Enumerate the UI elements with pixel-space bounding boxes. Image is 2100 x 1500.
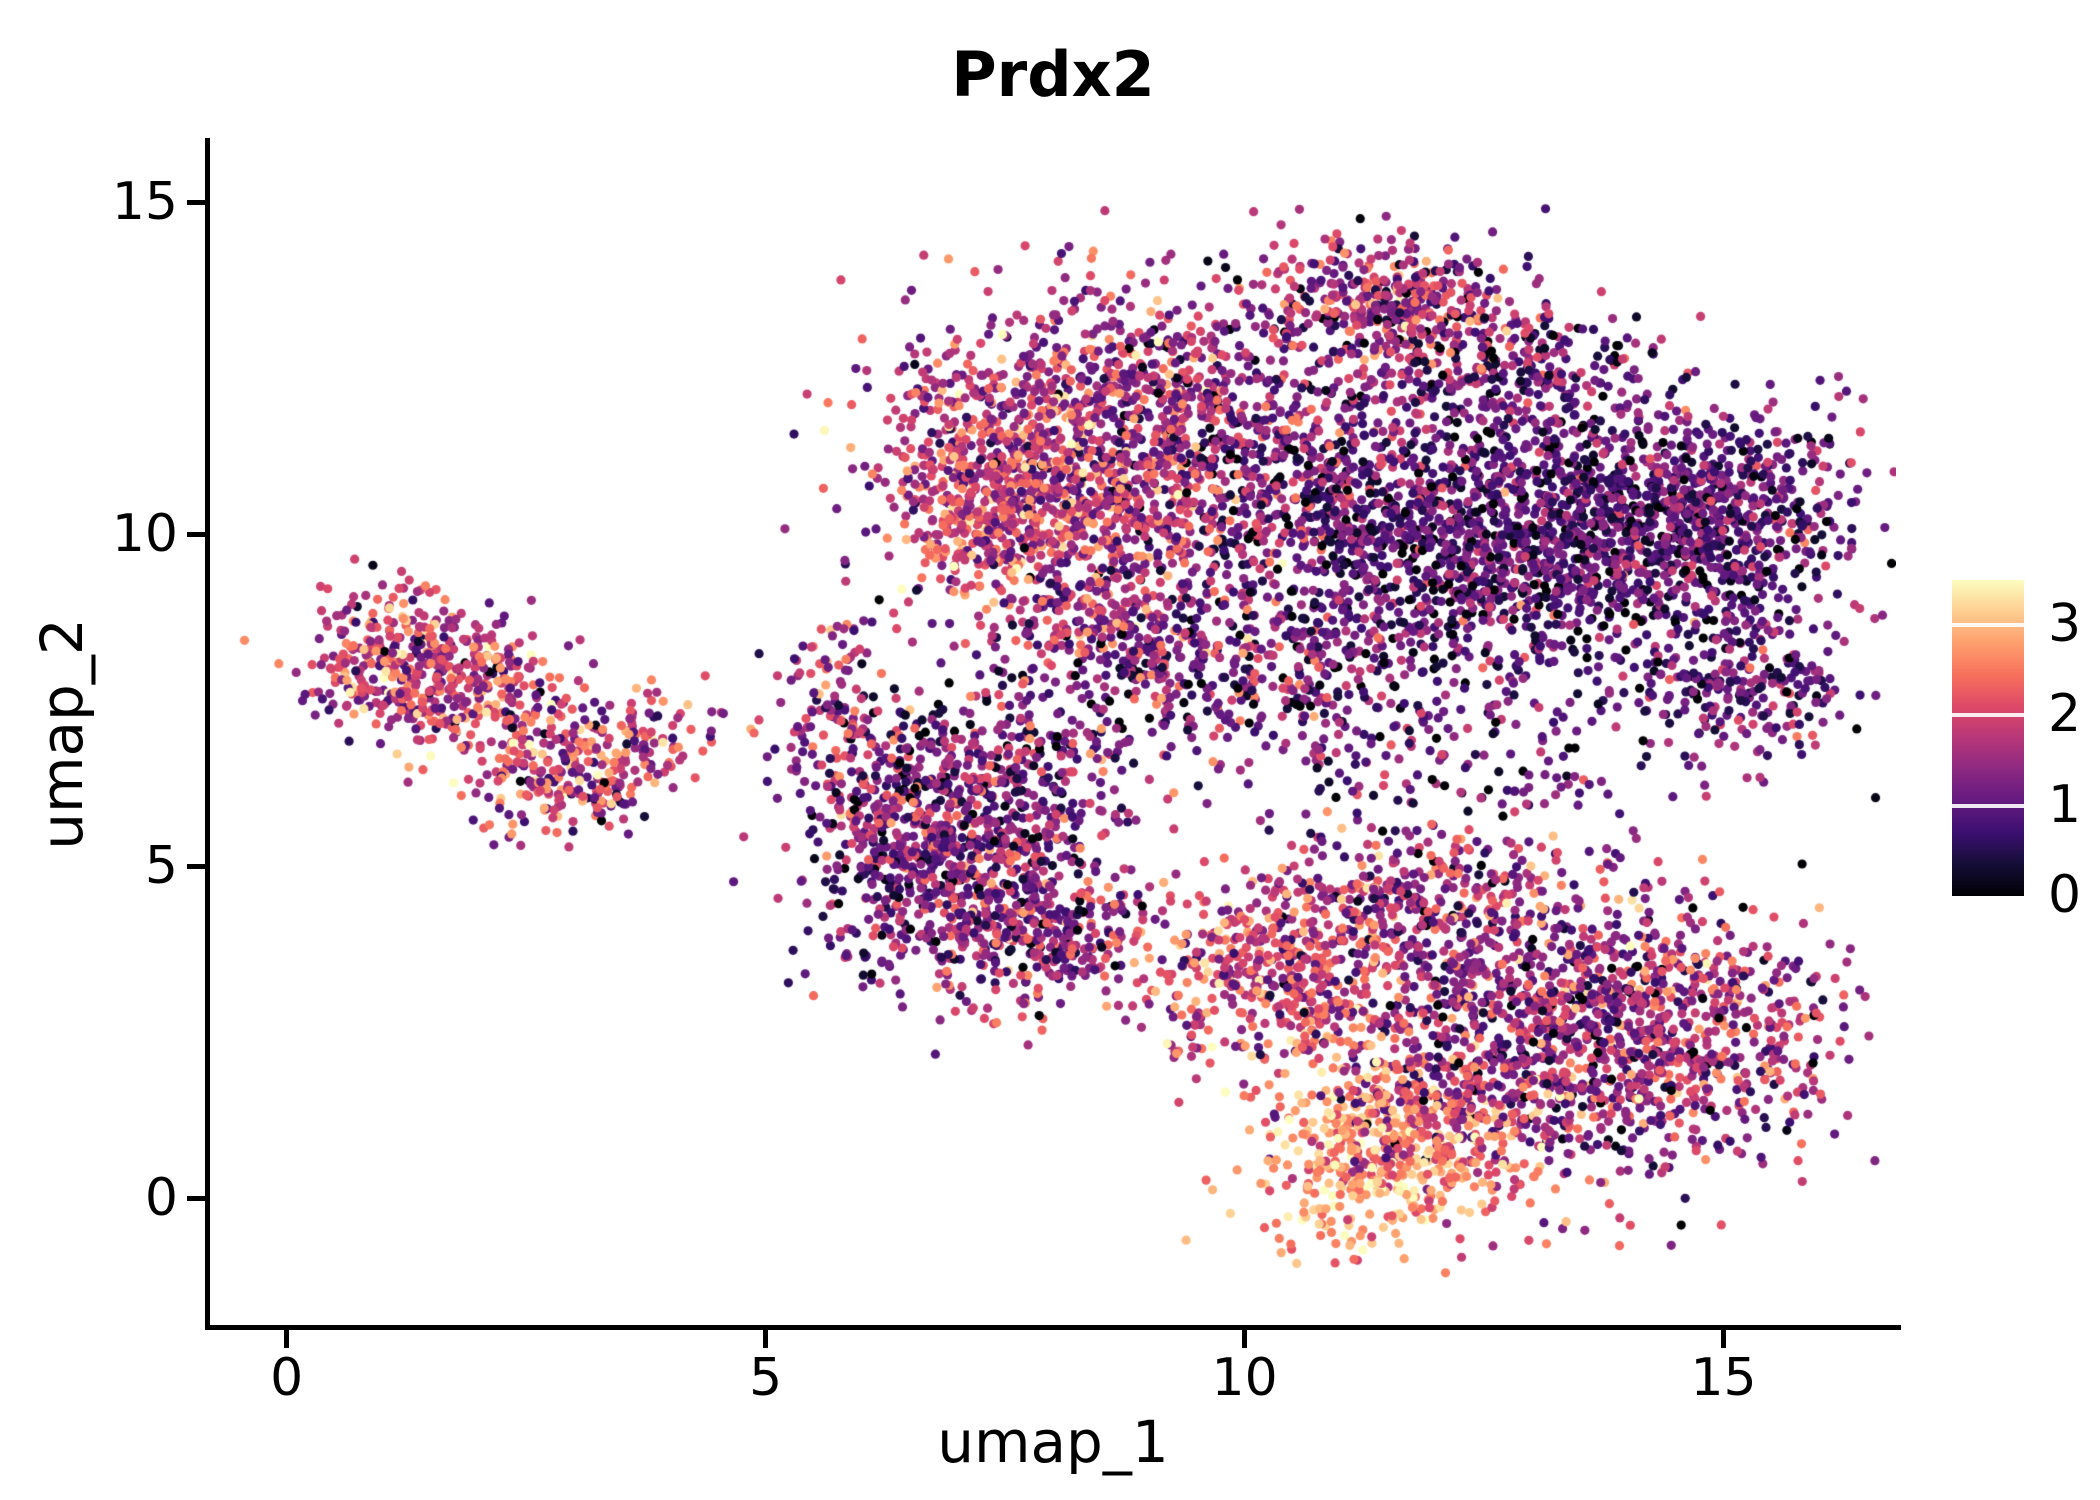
x-tick-mark (284, 1330, 290, 1348)
y-tick-mark (187, 532, 205, 538)
y-tick-mark (187, 864, 205, 870)
colorbar-gradient (1952, 580, 2024, 896)
colorbar-tick-label: 0 (2048, 865, 2082, 925)
x-tick-mark (1721, 1330, 1727, 1348)
scatter-points-canvas (210, 143, 1896, 1325)
x-tick-mark (763, 1330, 769, 1348)
x-tick-label: 0 (270, 1348, 304, 1408)
y-axis-label: umap_2 (28, 618, 96, 850)
x-axis-label: umap_1 (937, 1408, 1169, 1476)
y-tick-mark (187, 200, 205, 206)
colorbar-tick-label: 1 (2048, 774, 2082, 835)
x-tick-label: 10 (1211, 1348, 1278, 1408)
x-tick-mark (1242, 1330, 1248, 1348)
expression-colorbar: 0 1 2 3 (1952, 580, 2100, 925)
x-tick-label: 15 (1690, 1348, 1757, 1408)
colorbar-tick-mark (1952, 713, 2024, 718)
colorbar-tick-mark (1952, 623, 2024, 628)
plot-panel (210, 143, 1896, 1325)
colorbar-tick-mark (1952, 803, 2024, 808)
y-tick-mark (187, 1196, 205, 1202)
y-tick-label: 0 (144, 1167, 178, 1228)
y-axis-line (205, 138, 210, 1330)
colorbar-tick-label: 2 (2048, 684, 2082, 745)
colorbar-tick-label: 3 (2048, 594, 2082, 655)
x-axis-line (205, 1325, 1901, 1330)
x-tick-label: 5 (749, 1348, 783, 1408)
plot-title: Prdx2 (951, 38, 1155, 111)
y-tick-label: 10 (111, 503, 178, 564)
y-tick-label: 15 (111, 171, 178, 232)
